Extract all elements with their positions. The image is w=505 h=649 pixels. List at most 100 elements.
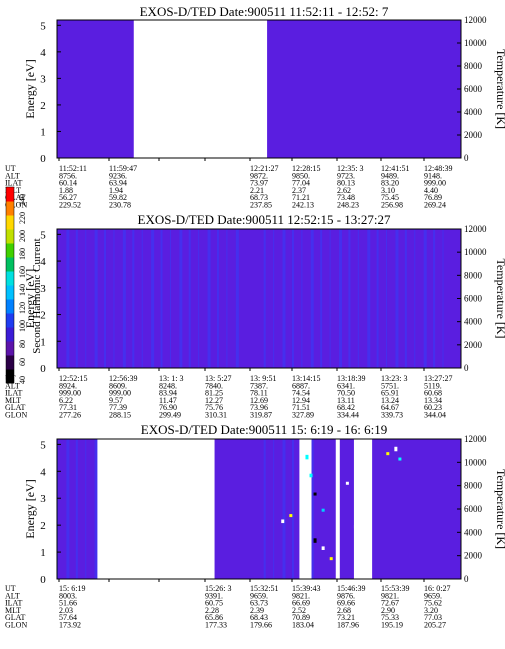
y2-tick-label: 8000 — [464, 61, 483, 71]
ephemeris-value: 9659. — [424, 591, 442, 600]
ephemeris-value: 6.22 — [59, 396, 73, 405]
colorbar-tick-label: 80 — [18, 340, 27, 348]
y-tick-label: 4 — [40, 256, 46, 268]
ephemeris-value: 80.13 — [337, 179, 355, 188]
y2-tick-label: 4000 — [464, 107, 483, 117]
ephemeris-value: 2.52 — [292, 606, 306, 615]
data-stripe — [104, 229, 107, 368]
ephemeris-value: 15:32:51 — [250, 584, 278, 593]
ephemeris-value: 299.49 — [159, 411, 181, 420]
ephemeris-value: 15:46:39 — [337, 584, 365, 593]
ephemeris-value: 63.73 — [250, 599, 268, 608]
ephemeris-value: 83.20 — [381, 179, 399, 188]
ephemeris-row-label: GLAT — [5, 193, 26, 202]
data-stripe — [141, 229, 143, 368]
y2-tick-label: 6000 — [464, 294, 483, 304]
ephemeris-value: 195.19 — [381, 621, 403, 630]
ephemeris-value: 68.73 — [250, 193, 268, 202]
colorbar-segment — [6, 257, 14, 272]
intensity-spot — [321, 508, 325, 512]
y2-tick-label: 12000 — [464, 15, 487, 25]
ephemeris-value: 9236. — [109, 171, 127, 180]
colorbar-tick-label: 180 — [18, 248, 27, 260]
ephemeris-value: 248.23 — [337, 201, 359, 210]
ephemeris-value: 13: 1: 3 — [159, 374, 183, 383]
colorbar-tick-label: 100 — [18, 320, 27, 332]
ephemeris-value: 2.62 — [337, 186, 351, 195]
ephemeris-row-label: GLON — [5, 201, 27, 210]
data-stripe — [376, 229, 379, 368]
colorbar-tick-label: 160 — [18, 266, 27, 278]
ephemeris-row-label: ALT — [5, 381, 20, 390]
data-stripe — [132, 229, 135, 368]
ephemeris-value: 5119. — [424, 381, 442, 390]
ephemeris-value: 15: 6:19 — [59, 584, 85, 593]
y2-axis-label: Temperature [K] — [494, 258, 505, 338]
ephemeris-value: 9148. — [424, 171, 442, 180]
ephemeris-value: 277.26 — [59, 411, 81, 420]
ephemeris-value: 11:52:11 — [59, 164, 87, 173]
y-tick-label: 4 — [40, 466, 46, 478]
colorbar-segment — [6, 201, 14, 216]
ephemeris-value: 12.69 — [250, 396, 268, 405]
ephemeris-value: 12:21:27 — [250, 164, 278, 173]
ephemeris-row-label: GLON — [5, 411, 27, 420]
intensity-spot — [309, 473, 313, 478]
ephemeris-value: 75.45 — [381, 193, 399, 202]
ephemeris-value: 12:48:39 — [424, 164, 452, 173]
ephemeris-value: 73.48 — [337, 193, 355, 202]
ephemeris-row-label: UT — [5, 584, 16, 593]
ephemeris-value: 13:18:39 — [337, 374, 365, 383]
data-stripe — [386, 229, 388, 368]
data-stripe — [273, 229, 275, 368]
colorbar-tick-label: 140 — [18, 284, 27, 296]
ephemeris-value: 9876. — [337, 591, 355, 600]
y2-tick-label: 2000 — [464, 130, 483, 140]
ephemeris-value: 327.89 — [292, 411, 314, 420]
y2-tick-label: 10000 — [464, 247, 487, 257]
colorbar-segment — [6, 341, 14, 356]
ephemeris-value: 12.94 — [292, 396, 310, 405]
ephemeris-value: 187.96 — [337, 621, 359, 630]
ephemeris-value: 76.89 — [424, 193, 442, 202]
data-stripe — [414, 229, 416, 368]
panel-title: EXOS-D/TED Date:900511 12:52:15 - 13:27:… — [138, 212, 391, 227]
data-stripe — [94, 439, 98, 579]
y2-tick-label: 10000 — [464, 457, 487, 467]
data-gap — [353, 439, 373, 579]
data-stripe — [66, 229, 70, 368]
colorbar-tick-label: 120 — [18, 302, 27, 314]
y-tick-label: 3 — [40, 73, 46, 85]
data-stripe — [85, 229, 87, 368]
ephemeris-value: 77.31 — [59, 403, 77, 412]
y2-tick-label: 0 — [464, 574, 469, 584]
ephemeris-value: 12.27 — [205, 396, 223, 405]
ephemeris-value: 70.89 — [292, 613, 310, 622]
ephemeris-value: 13.11 — [337, 396, 355, 405]
data-stripe — [273, 439, 275, 579]
y-tick-label: 1 — [40, 547, 46, 559]
ephemeris-value: 12:41:51 — [381, 164, 409, 173]
spectrogram-area — [57, 229, 461, 368]
colorbar-segment — [6, 229, 14, 244]
ephemeris-value: 13:27:27 — [424, 374, 452, 383]
ephemeris-value: 73.96 — [250, 403, 268, 412]
ephemeris-value: 64.67 — [381, 403, 399, 412]
ephemeris-value: 51.66 — [59, 599, 77, 608]
data-stripe — [367, 229, 371, 368]
ephemeris-value: 230.78 — [109, 201, 131, 210]
data-stripe — [291, 439, 294, 579]
y-tick-label: 3 — [40, 493, 46, 505]
y-tick-label: 5 — [40, 439, 46, 451]
ephemeris-row-label: UT — [5, 164, 16, 173]
ephemeris-value: 9850. — [292, 171, 310, 180]
intensity-spot — [305, 454, 309, 460]
ephemeris-value: 8248. — [159, 381, 177, 390]
ephemeris-row-label: MLT — [5, 606, 21, 615]
ephemeris-value: 173.92 — [59, 621, 81, 630]
ephemeris-value: 15:39:43 — [292, 584, 320, 593]
data-stripe — [122, 229, 126, 368]
y-tick-label: 0 — [40, 153, 46, 165]
y2-tick-label: 12000 — [464, 224, 487, 234]
ephemeris-value: 60.75 — [205, 599, 223, 608]
